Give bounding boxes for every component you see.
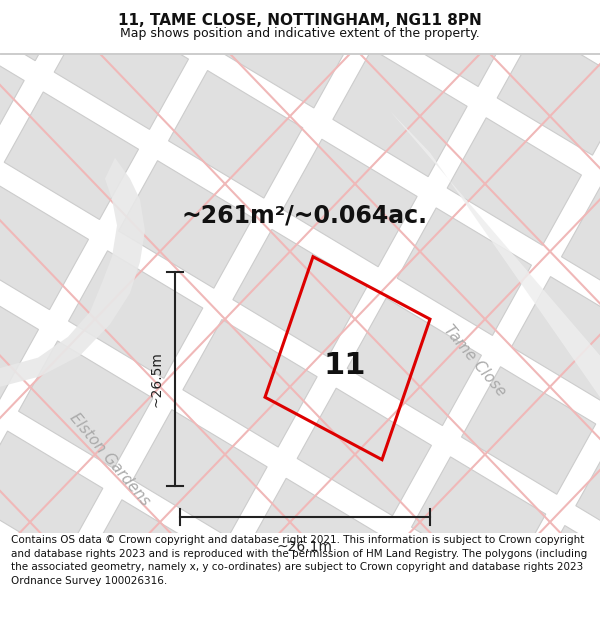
Polygon shape [383,0,517,86]
Polygon shape [119,161,253,288]
Polygon shape [447,118,581,246]
Text: Elston Gardens: Elston Gardens [67,411,153,509]
Text: ~26.1m: ~26.1m [277,540,333,554]
Text: Map shows position and indicative extent of the property.: Map shows position and indicative extent… [120,28,480,40]
Text: 11: 11 [324,351,366,381]
Polygon shape [562,186,600,314]
Polygon shape [576,436,600,563]
Text: ~261m²/~0.064ac.: ~261m²/~0.064ac. [182,203,428,227]
Polygon shape [333,49,467,177]
Text: Tame Close: Tame Close [441,322,509,399]
Polygon shape [218,0,353,108]
Polygon shape [68,251,203,378]
Text: ~26.5m: ~26.5m [150,351,164,407]
Text: 11, TAME CLOSE, NOTTINGHAM, NG11 8PN: 11, TAME CLOSE, NOTTINGHAM, NG11 8PN [118,13,482,28]
Polygon shape [390,111,600,398]
Polygon shape [511,277,600,404]
Polygon shape [0,431,103,559]
Polygon shape [547,0,600,65]
Polygon shape [0,23,24,151]
Polygon shape [297,388,431,516]
Polygon shape [233,229,367,357]
Polygon shape [0,182,89,309]
Polygon shape [0,272,38,400]
Polygon shape [0,158,145,387]
Polygon shape [4,92,139,219]
Polygon shape [412,457,546,584]
Polygon shape [83,500,217,625]
Polygon shape [183,319,317,447]
Polygon shape [461,367,596,494]
Polygon shape [526,526,600,625]
Polygon shape [497,28,600,155]
Text: Contains OS data © Crown copyright and database right 2021. This information is : Contains OS data © Crown copyright and d… [11,535,587,586]
Polygon shape [19,341,153,469]
Polygon shape [347,298,481,426]
Polygon shape [361,547,496,625]
Polygon shape [169,71,303,198]
Polygon shape [104,0,239,39]
Polygon shape [0,0,74,61]
Polygon shape [0,521,53,625]
Polygon shape [283,139,417,267]
Polygon shape [54,2,188,129]
Polygon shape [247,478,382,606]
Polygon shape [397,208,532,336]
Polygon shape [133,409,267,537]
